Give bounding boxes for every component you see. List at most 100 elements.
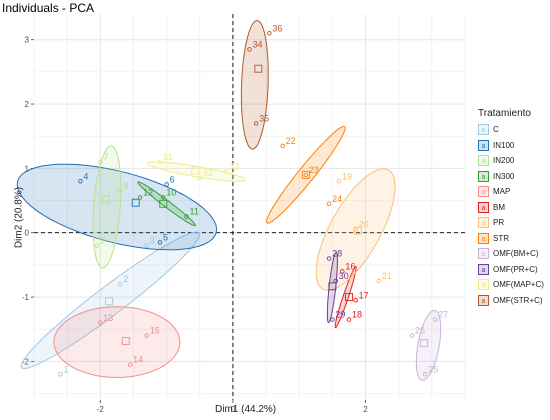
- legend-title: Tratamiento: [478, 108, 531, 119]
- y-tick-label: 1: [25, 164, 30, 173]
- legend-key: a: [478, 124, 489, 136]
- point-label: 25: [428, 364, 438, 374]
- group-centroid: [159, 199, 168, 208]
- legend-item: a OMF(STR+C): [478, 293, 550, 309]
- y-axis-label: Dim2 (20.8%): [13, 186, 25, 249]
- legend-item: a OMF(BM+C): [478, 246, 550, 262]
- data-point: [157, 240, 163, 245]
- group-centroid: [328, 282, 337, 291]
- legend-key: a: [478, 170, 489, 182]
- legend-key: a: [478, 155, 489, 167]
- point-label: 11: [190, 207, 199, 217]
- point-label: 21: [382, 271, 392, 281]
- point-label: 17: [359, 290, 369, 300]
- legend-item: a MAP: [478, 184, 550, 200]
- data-point: [432, 317, 438, 322]
- data-point: [326, 201, 332, 207]
- data-point: [98, 159, 103, 165]
- y-tick-label: 2: [25, 100, 30, 109]
- confidence-ellipse: [326, 251, 338, 324]
- confidence-ellipse: [92, 145, 122, 269]
- legend-key: a: [478, 217, 489, 229]
- group-centroid: [191, 166, 200, 175]
- confidence-ellipse: [415, 310, 442, 381]
- group-centroid: [105, 297, 114, 306]
- data-point: [253, 121, 259, 126]
- confidence-ellipse: [16, 163, 218, 251]
- legend-key: a: [478, 186, 489, 198]
- data-point: [346, 317, 352, 322]
- legend-label: IN100: [493, 140, 515, 150]
- plot-panel: [34, 14, 465, 400]
- point-label: 24: [332, 194, 342, 204]
- legend-label: IN200: [493, 156, 515, 166]
- legend-key: a: [478, 139, 489, 151]
- point-label: 19: [342, 171, 352, 181]
- data-point: [326, 256, 332, 261]
- point-label: 13: [103, 313, 113, 323]
- confidence-ellipse: [315, 168, 396, 291]
- group-centroid: [301, 170, 310, 179]
- point-label: 36: [272, 23, 282, 33]
- y-tick-label: 0: [25, 229, 30, 238]
- point-label: 16: [345, 261, 355, 271]
- y-tick-label: 3: [25, 36, 30, 45]
- data-point: [58, 372, 63, 377]
- data-point: [117, 281, 123, 287]
- confidence-ellipse: [146, 161, 246, 182]
- legend-label: C: [493, 125, 499, 135]
- x-tick-label: -2: [97, 405, 105, 414]
- x-axis-label: Dim1 (44.2%): [215, 404, 277, 415]
- legend-item: a OMF(PR+C): [478, 262, 550, 278]
- data-point: [127, 362, 133, 367]
- data-point: [144, 333, 149, 338]
- data-point: [267, 31, 272, 36]
- point-label: 5: [163, 232, 168, 242]
- legend-item: a OMF(MAP+C): [478, 277, 550, 293]
- point-label: 30: [339, 271, 349, 281]
- point-label: 1: [64, 364, 69, 374]
- data-point: [117, 188, 123, 194]
- data-point: [280, 143, 285, 149]
- chart-title: Individuals - PCA: [2, 1, 95, 15]
- data-point: [353, 227, 358, 232]
- legend-label: OMF(MAP+C): [493, 280, 544, 290]
- legend-label: MAP: [493, 187, 511, 197]
- point-label: 2: [123, 274, 128, 284]
- group-centroid: [420, 339, 429, 348]
- point-label: 29: [335, 310, 345, 320]
- legend-label: STR: [493, 233, 509, 243]
- point-label: 20: [359, 220, 369, 230]
- confidence-ellipse: [266, 125, 346, 224]
- data-point: [98, 320, 103, 326]
- point-label: 3: [150, 236, 155, 246]
- legend-item: a PR: [478, 215, 550, 231]
- y-tick-label: -1: [22, 293, 30, 302]
- x-tick-label: 2: [363, 405, 368, 414]
- point-label: 33: [229, 162, 239, 172]
- data-point: [353, 298, 358, 303]
- group-centroid: [101, 195, 110, 204]
- legend-key: a: [478, 263, 489, 275]
- data-point: [330, 317, 335, 322]
- point-label: 35: [259, 113, 269, 123]
- point-label: 26: [415, 326, 425, 336]
- group-centroid: [353, 226, 362, 235]
- data-point: [164, 182, 169, 187]
- point-label: 28: [332, 248, 342, 258]
- legend-key: a: [478, 294, 489, 306]
- legend-key: a: [478, 248, 489, 260]
- legend-item: a IN300: [478, 169, 550, 185]
- group-centroid: [254, 64, 263, 73]
- data-point: [340, 269, 345, 274]
- data-point: [303, 172, 309, 178]
- legend-key: a: [478, 232, 489, 244]
- point-label: 8: [123, 181, 128, 191]
- point-label: 6: [170, 174, 175, 184]
- group-centroid: [131, 198, 140, 207]
- legend-key: a: [478, 201, 489, 213]
- legend-label: IN300: [493, 171, 515, 181]
